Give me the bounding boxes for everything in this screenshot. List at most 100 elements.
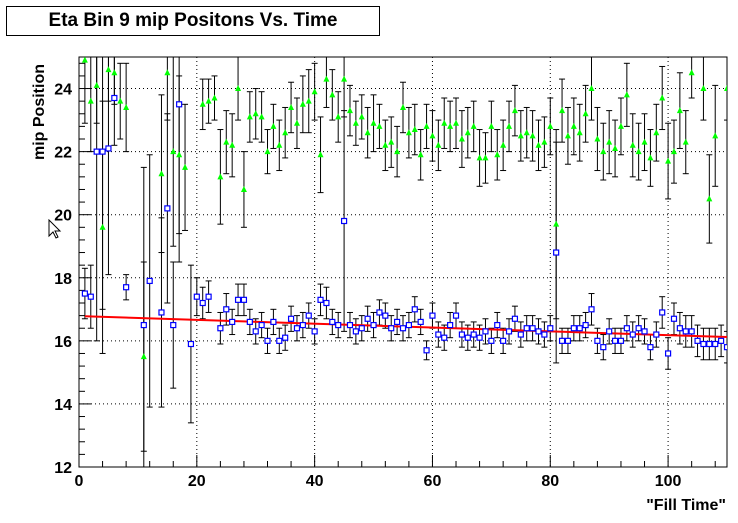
data-point-square bbox=[476, 334, 483, 341]
data-point-square bbox=[364, 315, 371, 322]
data-point-triangle bbox=[329, 91, 336, 98]
data-point-square bbox=[600, 344, 607, 351]
data-point-triangle bbox=[305, 97, 312, 104]
data-point-square bbox=[706, 340, 713, 348]
data-point-square bbox=[370, 321, 377, 329]
data-point-triangle bbox=[211, 94, 218, 101]
data-point-triangle bbox=[506, 122, 513, 129]
data-point-triangle bbox=[535, 141, 542, 148]
data-point-triangle bbox=[576, 129, 583, 136]
data-point-triangle bbox=[335, 113, 342, 120]
x-tick-label: 40 bbox=[306, 473, 324, 490]
data-point-triangle bbox=[629, 141, 636, 148]
data-point-square bbox=[164, 205, 171, 212]
data-point-square bbox=[458, 331, 466, 338]
data-point-square bbox=[205, 293, 212, 300]
data-point-square bbox=[464, 334, 471, 341]
data-point-square bbox=[146, 277, 153, 285]
data-point-triangle bbox=[547, 122, 554, 129]
data-point-triangle bbox=[617, 122, 624, 129]
data-point-triangle bbox=[199, 100, 206, 107]
data-point-square bbox=[653, 331, 660, 338]
data-point-triangle bbox=[682, 138, 689, 145]
data-point-triangle bbox=[582, 110, 589, 117]
data-point-square bbox=[594, 337, 601, 344]
data-point-square bbox=[694, 337, 701, 344]
data-point-triangle bbox=[240, 185, 247, 192]
data-point-square bbox=[558, 337, 566, 344]
y-tick-label: 14 bbox=[54, 397, 72, 414]
data-point-square bbox=[234, 296, 242, 303]
data-point-triangle bbox=[170, 148, 177, 155]
data-point-square bbox=[688, 328, 695, 335]
x-tick-label: 60 bbox=[424, 473, 442, 490]
data-point-square bbox=[488, 337, 495, 344]
data-point-square bbox=[170, 321, 177, 329]
data-point-triangle bbox=[346, 107, 353, 114]
data-point-triangle bbox=[288, 103, 295, 110]
data-point-square bbox=[570, 325, 577, 332]
data-point-triangle bbox=[647, 154, 654, 161]
cursor-icon bbox=[48, 219, 62, 239]
data-point-square bbox=[564, 337, 572, 344]
data-point-square bbox=[641, 328, 648, 335]
data-point-square bbox=[258, 321, 265, 329]
data-point-square bbox=[323, 299, 330, 307]
data-point-square bbox=[252, 328, 259, 335]
data-point-square bbox=[541, 331, 548, 338]
y-tick-label: 12 bbox=[54, 460, 72, 477]
data-point-square bbox=[588, 306, 595, 313]
data-point-triangle bbox=[217, 173, 224, 180]
data-point-triangle bbox=[140, 353, 147, 360]
data-point-triangle bbox=[299, 100, 306, 107]
data-point-triangle bbox=[158, 170, 165, 177]
data-point-square bbox=[111, 94, 118, 102]
data-point-triangle bbox=[623, 91, 630, 98]
data-point-square bbox=[276, 337, 283, 344]
data-point-triangle bbox=[659, 94, 666, 101]
data-point-triangle bbox=[724, 85, 727, 92]
data-point-square bbox=[617, 337, 625, 344]
data-point-square bbox=[529, 325, 536, 332]
data-point-triangle bbox=[311, 88, 318, 95]
data-point-square bbox=[682, 328, 689, 335]
data-point-square bbox=[376, 309, 383, 316]
data-point-square bbox=[482, 328, 489, 335]
data-point-triangle bbox=[123, 103, 130, 110]
data-point-triangle bbox=[523, 129, 530, 136]
data-point-triangle bbox=[411, 126, 418, 133]
data-point-square bbox=[417, 318, 424, 326]
data-point-square bbox=[382, 312, 389, 319]
y-tick-label: 22 bbox=[54, 145, 72, 162]
data-point-triangle bbox=[464, 129, 471, 136]
data-point-square bbox=[340, 217, 348, 225]
data-point-square bbox=[523, 325, 530, 332]
y-tick-label: 20 bbox=[54, 208, 72, 225]
data-point-square bbox=[87, 293, 94, 300]
data-point-square bbox=[388, 325, 395, 332]
data-point-square bbox=[511, 315, 519, 322]
data-point-triangle bbox=[317, 151, 324, 158]
data-point-triangle bbox=[276, 141, 283, 148]
data-point-square bbox=[229, 318, 236, 326]
data-point-triangle bbox=[588, 85, 595, 92]
data-point-square bbox=[435, 331, 442, 338]
data-point-square bbox=[676, 325, 683, 332]
data-point-square bbox=[176, 101, 183, 108]
data-point-square bbox=[123, 284, 130, 291]
data-point-square bbox=[264, 337, 271, 344]
x-axis-label: "Fill Time" bbox=[646, 497, 726, 514]
data-point-triangle bbox=[364, 129, 371, 136]
data-point-triangle bbox=[653, 129, 660, 136]
data-point-triangle bbox=[706, 195, 713, 202]
data-point-square bbox=[535, 328, 542, 335]
data-point-square bbox=[441, 334, 448, 341]
data-point-triangle bbox=[205, 97, 212, 104]
x-tick-label: 20 bbox=[188, 473, 206, 490]
data-point-square bbox=[447, 321, 454, 329]
y-tick-label: 24 bbox=[54, 82, 72, 99]
y-tick-label: 16 bbox=[54, 334, 72, 351]
data-point-triangle bbox=[482, 154, 489, 161]
data-point-square bbox=[712, 340, 719, 348]
data-point-square bbox=[282, 334, 289, 341]
